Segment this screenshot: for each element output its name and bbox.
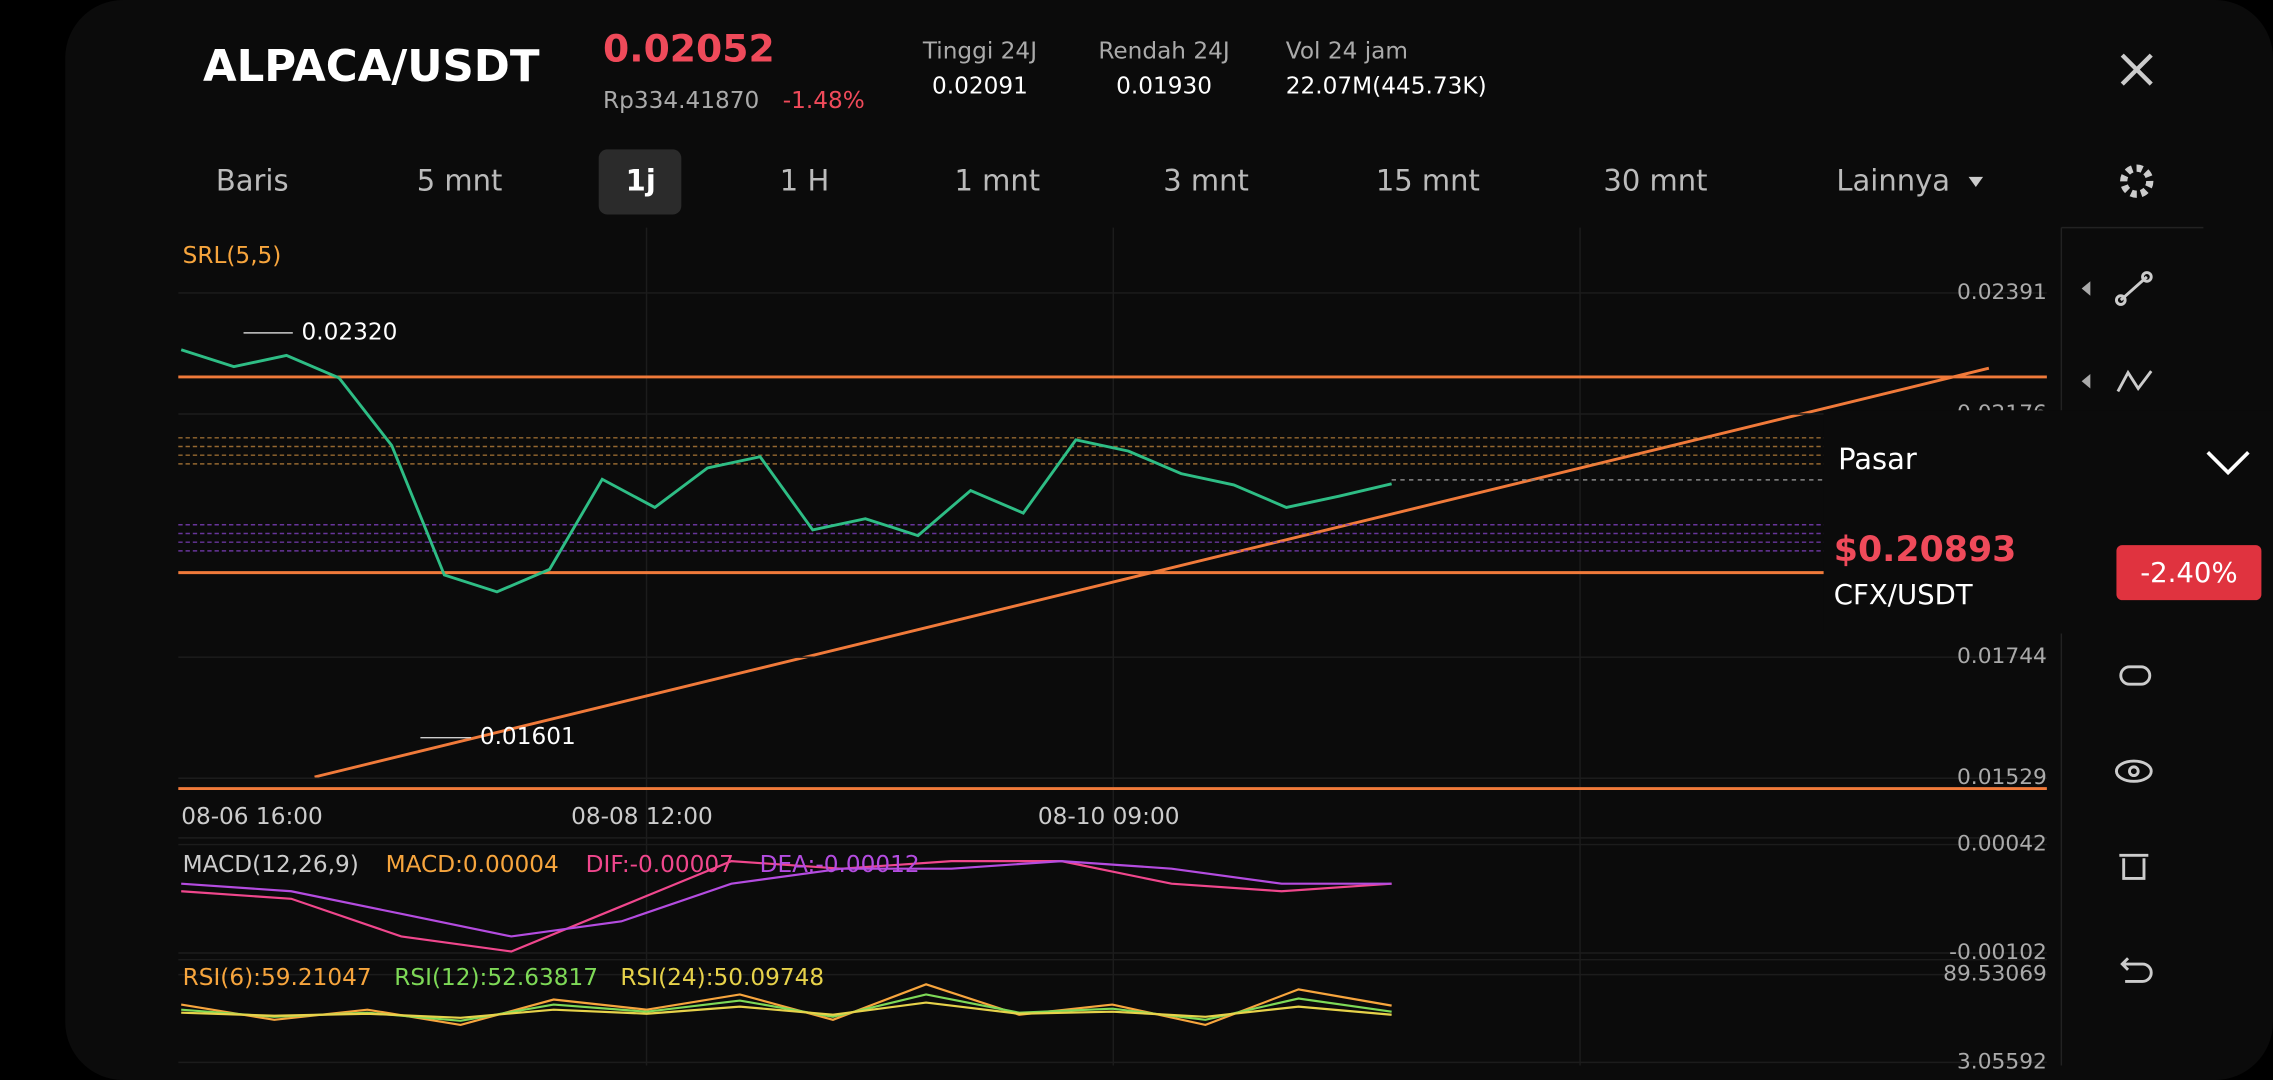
series-line bbox=[181, 860, 1392, 938]
series-line bbox=[181, 1001, 1392, 1019]
panel bbox=[65, 0, 2273, 1080]
price: 0.02052 bbox=[603, 26, 775, 70]
popup-pair: CFX/USDT bbox=[1834, 579, 1973, 611]
series-line bbox=[180, 348, 1392, 594]
stat-label: Vol 24 jam bbox=[1286, 38, 1408, 65]
x-tick-label: 08-08 12:00 bbox=[571, 803, 713, 830]
x-tick-label: 08-06 16:00 bbox=[181, 803, 323, 830]
drawings bbox=[178, 366, 2047, 791]
stat-label: Rendah 24J bbox=[1098, 38, 1229, 65]
tab[interactable]: 1 mnt bbox=[955, 164, 1041, 198]
stat-value: 0.01930 bbox=[1116, 72, 1212, 99]
tool-icons bbox=[2114, 271, 2153, 983]
indicator-value: DIF:-0.00007 bbox=[586, 851, 734, 878]
sidebar-border bbox=[2060, 226, 2204, 1066]
popup-price: $0.20893 bbox=[1834, 530, 2017, 570]
x-tick-label: 08-10 09:00 bbox=[1038, 803, 1180, 830]
settings-icon[interactable] bbox=[2120, 164, 2154, 198]
popup-title: Pasar bbox=[1838, 442, 1917, 476]
annotation-label: 0.01601 bbox=[480, 723, 576, 750]
stat-value: 0.02091 bbox=[932, 72, 1028, 99]
dropdown-arrow bbox=[1968, 176, 1984, 188]
active-tab-bg bbox=[598, 149, 682, 215]
y-tick-label: 0.00042 bbox=[1957, 832, 2047, 857]
tab[interactable]: 3 mnt bbox=[1163, 164, 1249, 198]
legend-label: RSI(6):59.21047 bbox=[183, 964, 372, 991]
y-tick-label: -0.00102 bbox=[1949, 940, 2047, 965]
pair: ALPACA/USDT bbox=[203, 42, 540, 92]
indicator-value: MACD:0.00004 bbox=[386, 851, 559, 878]
change: -1.48% bbox=[783, 87, 865, 114]
tab[interactable]: 15 mnt bbox=[1376, 164, 1480, 198]
y-tick-label: 89.53069 bbox=[1943, 962, 2047, 987]
indicator-title: SRL(5,5) bbox=[183, 242, 282, 269]
y-tick-label: 0.01529 bbox=[1957, 765, 2047, 790]
grid bbox=[178, 227, 2047, 1066]
indicator-value: DEA:-0.00012 bbox=[760, 851, 920, 878]
legend-label: RSI(24):50.09748 bbox=[620, 964, 824, 991]
tab[interactable]: 1 H bbox=[780, 164, 829, 198]
y-tick-label: 3.05592 bbox=[1957, 1049, 2047, 1074]
tab[interactable]: 1j bbox=[626, 164, 656, 198]
popup-change: -2.40% bbox=[2140, 557, 2237, 589]
y-tick-label: 0.02391 bbox=[1957, 280, 2047, 305]
legend-label: RSI(12):52.63817 bbox=[394, 964, 598, 991]
change-badge bbox=[2116, 545, 2262, 601]
y-tick-label: 0.01744 bbox=[1957, 644, 2047, 669]
tab[interactable]: Baris bbox=[216, 164, 289, 198]
stat-label: Tinggi 24J bbox=[922, 38, 1037, 65]
tab[interactable]: 5 mnt bbox=[417, 164, 503, 198]
stat-value: 22.07M(445.73K) bbox=[1286, 72, 1487, 99]
series-line bbox=[181, 983, 1392, 1027]
series-line bbox=[181, 860, 1392, 953]
close-icon[interactable] bbox=[2120, 53, 2153, 86]
tab[interactable]: Lainnya bbox=[1836, 164, 1950, 198]
popup-chevron[interactable] bbox=[2206, 451, 2250, 476]
tab[interactable]: 30 mnt bbox=[1603, 164, 1707, 198]
annotation-label: 0.02320 bbox=[302, 318, 398, 345]
fiat-price: Rp334.41870 bbox=[603, 87, 759, 114]
indicator-title: MACD(12,26,9) bbox=[183, 851, 359, 878]
